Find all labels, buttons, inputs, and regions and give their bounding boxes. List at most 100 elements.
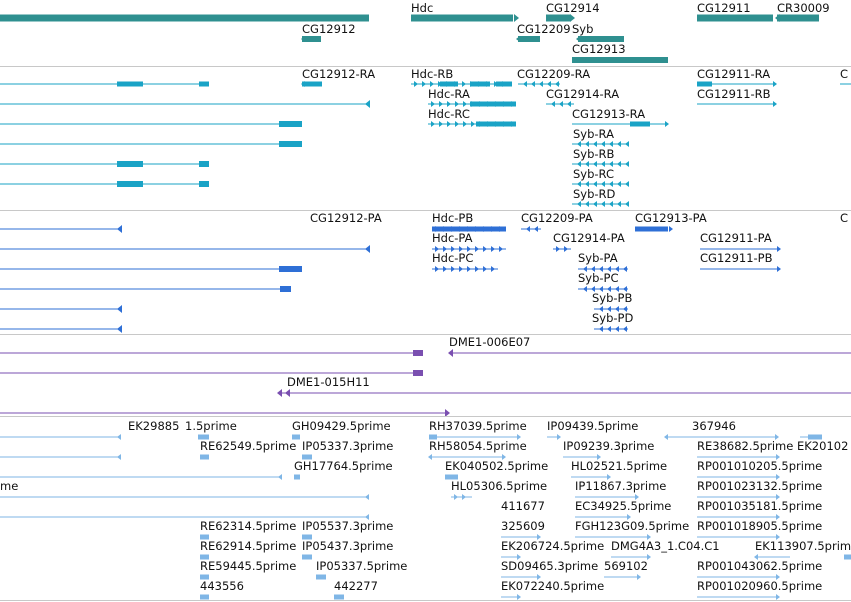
strand-arrow[interactable] (593, 201, 597, 207)
est-label[interactable]: 1.5prime (185, 419, 237, 433)
strand-arrow[interactable] (517, 554, 521, 560)
feature-line[interactable] (604, 576, 640, 578)
feature-line[interactable] (697, 516, 779, 518)
feature-line[interactable] (575, 516, 630, 518)
protein-label[interactable]: Syb-PD (592, 311, 634, 325)
strand-arrow[interactable] (776, 454, 780, 460)
strand-arrow[interactable] (471, 121, 475, 127)
clone-label[interactable]: DME1-006E07 (449, 335, 531, 349)
mrna-label[interactable]: CG12913-RA (572, 107, 646, 121)
strand-arrow[interactable] (301, 81, 305, 87)
strand-arrow[interactable] (483, 266, 487, 272)
feature-bar[interactable] (200, 534, 209, 540)
gene-label[interactable]: CG12913 (572, 42, 626, 56)
feature-line[interactable] (572, 143, 628, 145)
strand-arrow[interactable] (777, 266, 781, 272)
mrna-label[interactable]: CG12911-RA (697, 67, 771, 81)
strand-arrow[interactable] (776, 534, 780, 540)
strand-arrow[interactable] (479, 121, 483, 127)
feature-bar[interactable] (302, 36, 321, 42)
strand-arrow[interactable] (570, 14, 575, 22)
feature-line[interactable] (429, 456, 505, 458)
strand-arrow[interactable] (607, 306, 611, 312)
mrna-label[interactable]: CG12911-RB (697, 87, 771, 101)
strand-arrow[interactable] (777, 246, 781, 252)
est-label[interactable]: HL05306.5prime (451, 479, 548, 493)
strand-arrow[interactable] (455, 121, 459, 127)
strand-arrow[interactable] (454, 494, 458, 500)
strand-arrow[interactable] (487, 101, 491, 107)
strand-arrow[interactable] (775, 434, 779, 440)
feature-line[interactable] (572, 123, 668, 125)
strand-arrow[interactable] (422, 81, 426, 87)
gene-label[interactable]: Syb (572, 22, 594, 36)
strand-arrow[interactable] (623, 286, 627, 292)
strand-arrow[interactable] (431, 101, 435, 107)
strand-arrow[interactable] (301, 36, 305, 42)
strand-arrow[interactable] (365, 100, 370, 108)
strand-arrow[interactable] (475, 266, 479, 272)
est-label[interactable]: EK20102 (797, 439, 849, 453)
feature-line[interactable] (501, 536, 540, 538)
strand-arrow[interactable] (647, 554, 651, 560)
feature-line[interactable] (547, 436, 560, 438)
est-label[interactable]: EK206724.5prime (501, 539, 605, 553)
feature-bar[interactable] (572, 57, 668, 63)
feature-bar[interactable] (445, 474, 458, 480)
strand-arrow[interactable] (665, 121, 669, 127)
strand-arrow[interactable] (503, 101, 507, 107)
protein-label[interactable]: CG12912-PA (310, 211, 382, 225)
est-label[interactable]: RP001043062.5prime (697, 559, 823, 573)
strand-arrow[interactable] (607, 326, 611, 332)
strand-arrow[interactable] (431, 121, 435, 127)
feature-bar[interactable] (518, 36, 540, 42)
est-label[interactable]: DMG4A3_1.C04.C1 (611, 539, 720, 553)
est-label[interactable]: 443556 (200, 579, 244, 593)
strand-arrow[interactable] (471, 101, 475, 107)
feature-line[interactable] (0, 268, 302, 270)
strand-arrow[interactable] (627, 514, 631, 520)
feature-line[interactable] (449, 352, 851, 354)
strand-arrow[interactable] (502, 81, 506, 87)
strand-arrow[interactable] (430, 81, 434, 87)
strand-arrow[interactable] (609, 201, 613, 207)
strand-arrow[interactable] (443, 226, 447, 232)
feature-bar[interactable] (200, 594, 209, 600)
feature-line[interactable] (575, 496, 638, 498)
strand-arrow[interactable] (467, 266, 471, 272)
strand-arrow[interactable] (625, 141, 629, 147)
strand-arrow[interactable] (577, 141, 581, 147)
strand-arrow[interactable] (459, 266, 463, 272)
mrna-label[interactable]: Hdc-RC (428, 107, 470, 121)
strand-arrow[interactable] (615, 266, 619, 272)
est-label[interactable]: RP001010205.5prime (697, 459, 823, 473)
strand-arrow[interactable] (495, 101, 499, 107)
est-label[interactable]: 442277 (334, 579, 378, 593)
feature-bar[interactable] (292, 434, 300, 440)
mrna-label[interactable]: Syb-RD (573, 187, 616, 201)
strand-arrow[interactable] (564, 246, 568, 252)
feature-bar[interactable] (280, 286, 291, 292)
feature-line[interactable] (665, 436, 778, 438)
feature-line[interactable] (429, 436, 520, 438)
feature-line[interactable] (840, 83, 851, 85)
strand-arrow[interactable] (467, 246, 471, 252)
strand-arrow[interactable] (514, 14, 519, 22)
gene-label[interactable]: CG12209 (517, 22, 571, 36)
strand-arrow[interactable] (459, 226, 463, 232)
feature-bar[interactable] (630, 121, 650, 127)
strand-arrow[interactable] (625, 181, 629, 187)
est-label[interactable]: RH37039.5prime (429, 419, 527, 433)
strand-arrow[interactable] (773, 81, 777, 87)
feature-line[interactable] (697, 83, 773, 85)
strand-arrow[interactable] (577, 181, 581, 187)
feature-line[interactable] (697, 536, 779, 538)
strand-arrow[interactable] (455, 101, 459, 107)
est-label[interactable]: IP09239.3prime (563, 439, 655, 453)
strand-arrow[interactable] (499, 226, 503, 232)
feature-line[interactable] (0, 143, 302, 145)
feature-line[interactable] (0, 183, 209, 185)
feature-bar[interactable] (279, 121, 302, 127)
feature-line[interactable] (411, 83, 512, 85)
strand-arrow[interactable] (526, 226, 530, 232)
